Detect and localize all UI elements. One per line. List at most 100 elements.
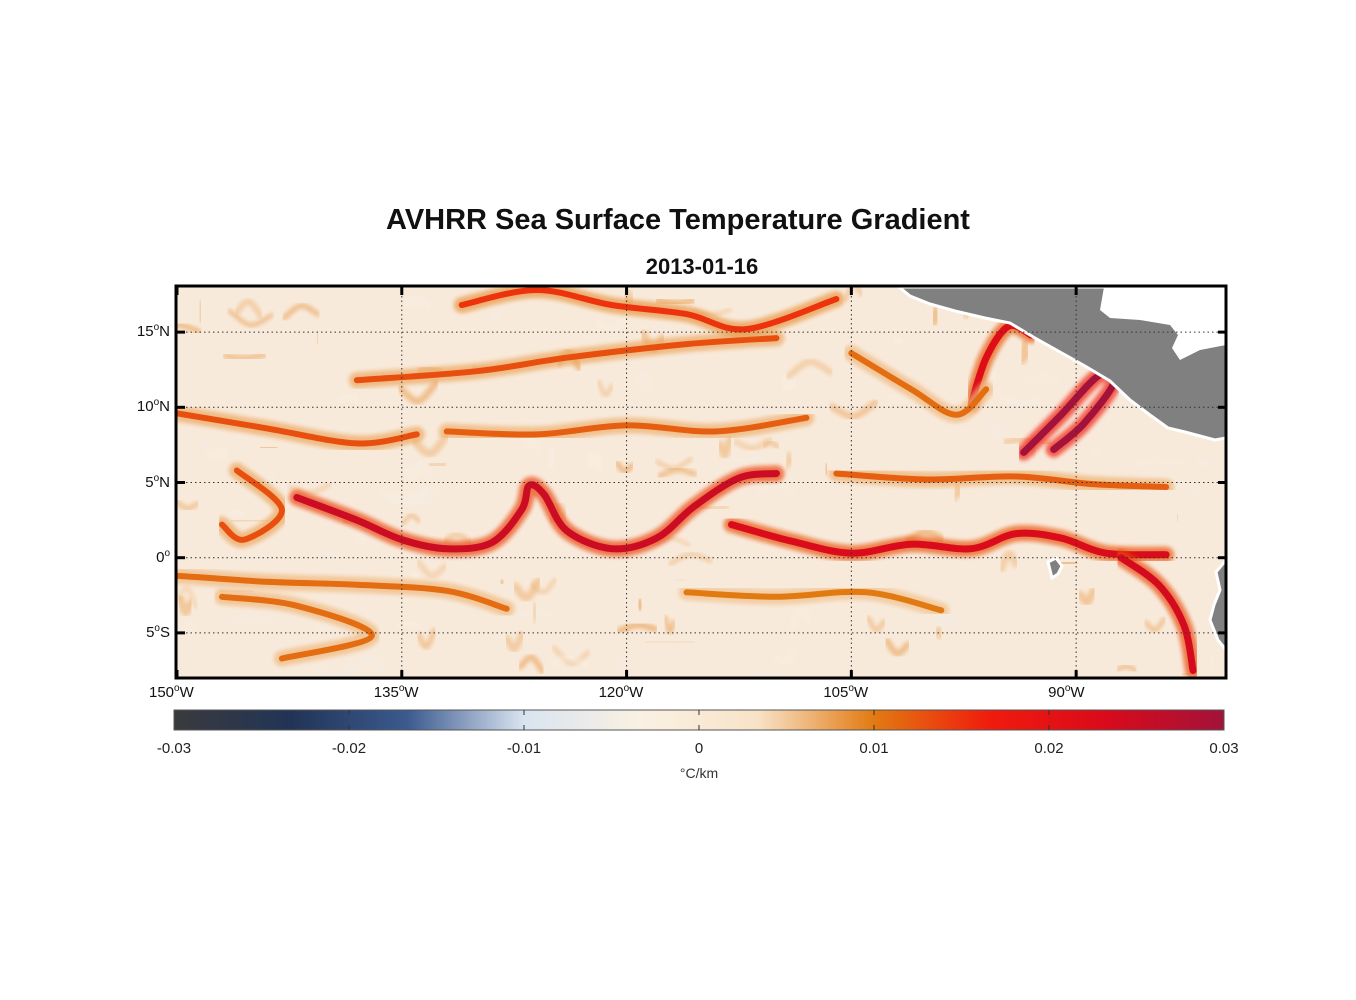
colorbar-tick-label: -0.03 [156,740,192,757]
background-texture-streak [1194,458,1214,468]
background-texture-streak [196,299,205,324]
background-texture-streak [751,669,781,676]
background-texture-streak [296,371,301,392]
front-north-front-1 [177,410,420,447]
background-texture-streak [594,314,631,334]
front-north-front-3 [458,287,840,333]
land-central-america [896,287,1226,442]
front-south-front-1 [177,572,510,612]
background-texture-streak [997,549,1020,573]
front-west-front [219,467,285,543]
background-texture-streak [644,638,696,646]
background-texture-streak [426,461,448,468]
background-texture-streak [280,481,292,497]
background-texture-streak [616,621,659,635]
background-texture-streak [395,619,421,628]
background-texture-streak [545,445,559,469]
background-texture-streak [654,296,697,307]
longitude-label: 135oW [373,683,419,701]
background-texture-streak [668,552,713,566]
background-texture-streak [828,399,879,420]
background-texture-streak [785,451,793,470]
background-texture-streak [315,329,320,346]
background-texture-streak [199,440,211,451]
background-texture-streak [1208,654,1215,674]
background-texture-streak [335,391,361,406]
latitude-label: 10oN [136,397,170,416]
longitude-label: 105oW [823,683,869,701]
background-texture-streak [1000,395,1042,408]
colorbar-units: °C/km [679,765,719,781]
colorbar [174,710,1224,730]
map-plot-area [177,287,1226,678]
background-texture-streak [415,627,438,650]
background-texture-streak [204,446,230,462]
colorbar-tick-label: -0.02 [331,740,367,757]
background-texture-streak [503,630,526,653]
axis-ticks [175,286,1227,679]
background-texture-streak [180,620,197,643]
background-texture-streak [312,659,358,678]
background-texture-streak [224,508,246,520]
background-texture-streak [517,654,546,674]
background-texture-streak [772,649,797,665]
longitude-label: 120oW [598,683,644,701]
background-texture-streak [529,577,558,595]
background-texture-streak [986,417,1011,437]
background-texture-streak [260,639,285,650]
background-texture-streak [785,358,834,380]
background-texture-streak [1089,445,1101,458]
background-texture-streak [929,305,941,327]
background-texture-streak [614,660,626,676]
background-texture-streak [715,435,734,459]
land-caribbean-coast [1100,287,1226,360]
front-north-front-2 [353,335,780,384]
background-texture-streak [614,460,635,474]
background-texture-streak [883,637,911,657]
latitude-label: 0o [156,547,170,566]
background-texture-streak [396,487,440,506]
background-texture-streak [177,594,195,617]
background-texture-streak [724,453,764,464]
latitude-label: 15oN [136,322,170,341]
background-texture-streak [349,655,387,678]
background-texture-streak [788,606,813,629]
front-south-front-2 [219,593,375,662]
colorbar-tick-label: -0.01 [506,740,542,757]
background-texture-streak [1143,616,1167,633]
graticule [176,287,1226,678]
background-texture-streak [397,379,440,405]
background-texture-streak [227,308,274,328]
background-texture-streak [551,645,591,666]
background-texture-streak [531,601,538,624]
background-texture-streak [402,295,433,311]
background-texture-streak [1025,373,1059,387]
background-texture-streak [408,461,434,480]
background-texture-streak [934,625,943,640]
background-texture-streak [380,486,431,506]
front-equatorial-front-east [728,521,1170,559]
background-texture-streak [1134,458,1183,467]
background-texture-streak [1115,663,1138,673]
background-texture-streak [758,482,795,497]
figure-title: AVHRR Sea Surface Temperature Gradient [386,204,970,236]
colorbar-tick-label: 0 [694,740,704,757]
colorbar-tick-label: 0.01 [859,740,889,757]
colorbar-tick-label: 0.03 [1209,740,1239,757]
background-texture-streak [584,451,605,472]
background-texture-streak [497,577,507,587]
background-texture-streak [403,461,424,480]
background-texture-streak [822,462,830,477]
background-texture-streak [633,370,653,392]
front-north-front-6 [848,350,990,418]
background-texture-streak [636,597,644,612]
background-texture-streak [177,499,200,512]
colorbar-ticks [348,710,1050,730]
background-texture-streak [865,615,887,633]
background-texture-streak [401,513,421,526]
background-texture-streak [488,305,501,322]
background-texture-streak [596,379,614,397]
background-texture-streak [222,352,268,362]
background-texture-streak [663,615,677,635]
